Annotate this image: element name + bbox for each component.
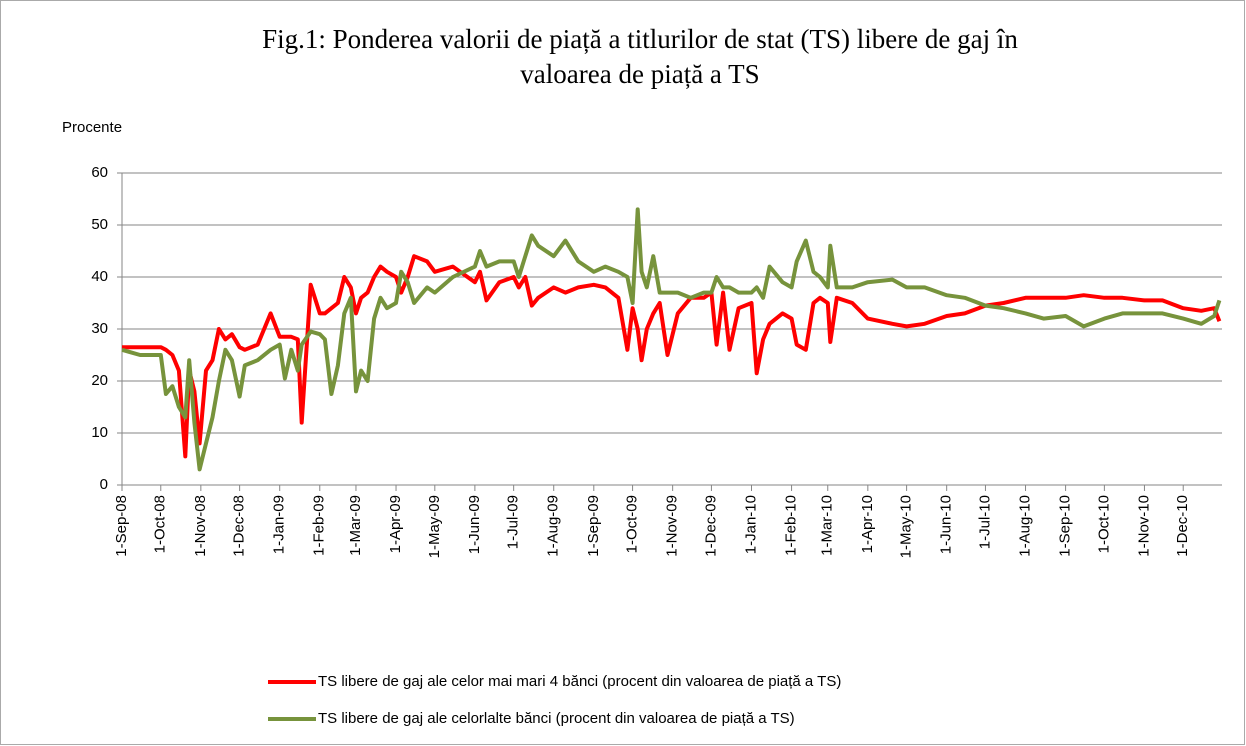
x-tick-label: 1-Apr-09 [387,495,404,553]
y-tick-label: 30 [91,320,108,337]
x-tick-label: 1-Dec-08 [231,495,248,557]
x-tick-label: 1-Sep-09 [585,495,602,557]
y-tick-label: 40 [91,268,108,285]
x-tick-label: 1-Jun-10 [938,495,955,554]
x-tick-label: 1-Aug-09 [545,495,562,557]
legend-label: TS libere de gaj ale celorlalte bănci (p… [318,710,795,727]
x-tick-label: 1-Jan-09 [271,495,288,554]
x-tick-label: 1-Nov-09 [664,495,681,557]
x-tick-label: 1-Jun-09 [466,495,483,554]
x-tick-label: 1-Mar-10 [819,495,836,556]
x-tick-label: 1-Apr-10 [859,495,876,553]
x-tick-label: 1-Dec-09 [702,495,719,557]
x-tick-label: 1-Feb-09 [311,495,328,556]
chart-title: Fig.1: Ponderea valorii de piață a titlu… [262,24,1018,54]
y-tick-label: 10 [91,424,108,441]
x-tick-label: 1-May-10 [898,495,915,558]
x-tick-label: 1-Oct-08 [152,495,169,553]
series-line [122,254,1222,459]
x-tick-label: 1-Aug-10 [1016,495,1033,557]
legend-label: TS libere de gaj ale celor mai mari 4 bă… [318,673,841,690]
x-tick-label: 1-Feb-10 [783,495,800,556]
x-tick-label: 1-Jul-10 [976,495,993,549]
x-tick-label: 1-Jul-09 [505,495,522,549]
x-tick-label: 1-May-09 [426,495,443,558]
y-axis-label: Procente [62,119,122,136]
x-tick-label: 1-Sep-10 [1057,495,1074,557]
y-tick-label: 60 [91,164,108,181]
y-tick-label: 20 [91,372,108,389]
series-line [121,207,1222,472]
x-tick-label: 1-Oct-10 [1095,495,1112,553]
x-tick-label: 1-Sep-08 [113,495,130,557]
x-tick-label: 1-Mar-09 [347,495,364,556]
chart-title: valoarea de piață a TS [520,59,759,89]
x-tick-label: 1-Nov-08 [192,495,209,557]
x-tick-label: 1-Dec-10 [1174,495,1191,557]
x-tick-label: 1-Jan-10 [742,495,759,554]
y-tick-label: 50 [91,216,108,233]
x-tick-label: 1-Oct-09 [624,495,641,553]
y-tick-label: 0 [100,476,108,493]
x-tick-label: 1-Nov-10 [1135,495,1152,557]
